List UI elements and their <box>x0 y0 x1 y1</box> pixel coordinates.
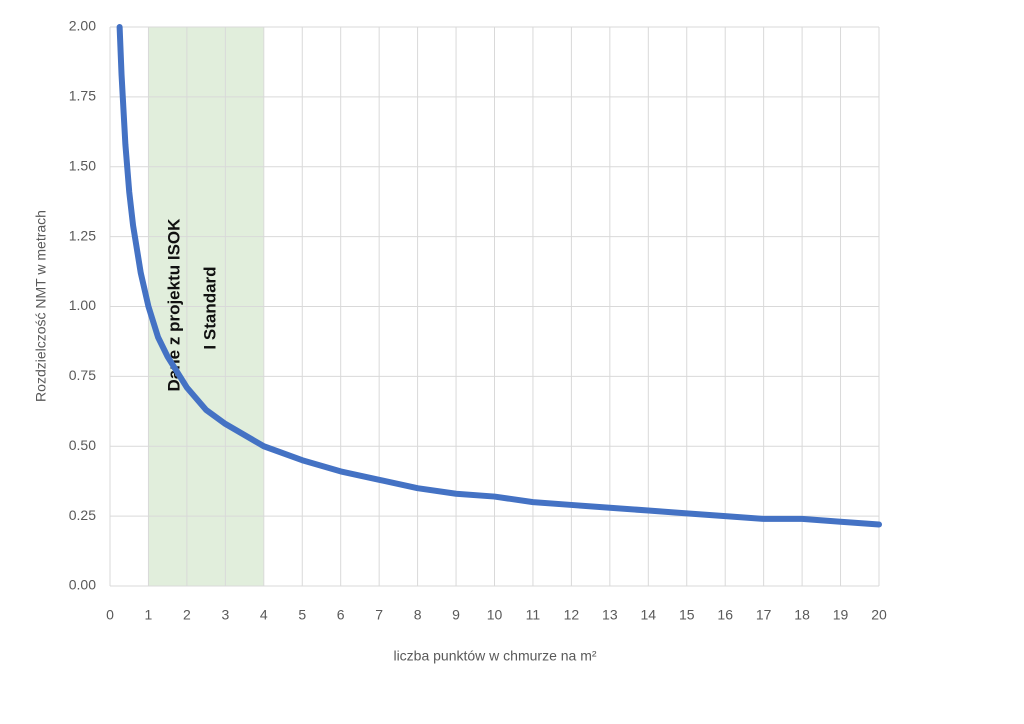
x-tick-label: 14 <box>641 607 657 623</box>
x-tick-label: 20 <box>871 607 887 623</box>
line <box>116 24 882 528</box>
x-tick-label: 6 <box>337 607 345 623</box>
annotation: Dane z projektu ISOK <box>164 218 183 392</box>
y-tick-label: 1.00 <box>69 297 96 313</box>
annotation: I Standard <box>200 266 219 349</box>
x-tick-label: 12 <box>564 607 580 623</box>
x-tick-label: 19 <box>833 607 849 623</box>
x-tick-label: 3 <box>221 607 229 623</box>
x-tick-label: 17 <box>756 607 772 623</box>
x-tick-label: 13 <box>602 607 618 623</box>
x-tick-label: 9 <box>452 607 460 623</box>
y-tick-label: 0.00 <box>69 577 96 593</box>
x-tick-label: 16 <box>717 607 733 623</box>
x-tick-label: 4 <box>260 607 268 623</box>
y-axis-label: Rozdzielczość NMT w metrach <box>33 210 49 402</box>
x-tick-label: 5 <box>298 607 306 623</box>
x-tick-label: 18 <box>794 607 810 623</box>
y-tick-label: 1.75 <box>69 88 96 104</box>
x-tick-label: 15 <box>679 607 695 623</box>
y-tick-label: 1.50 <box>69 157 96 173</box>
x-axis-label: liczba punktów w chmurze na m² <box>393 648 596 664</box>
x-tick-label: 7 <box>375 607 383 623</box>
x-tick-label: 1 <box>145 607 153 623</box>
y-tick-label: 0.50 <box>69 437 96 453</box>
x-tick-label: 8 <box>414 607 422 623</box>
x-tick-label: 2 <box>183 607 191 623</box>
y-tick-label: 0.25 <box>69 507 96 523</box>
x-tick-label: 10 <box>487 607 503 623</box>
y-tick-label: 0.75 <box>69 367 96 383</box>
y-tick-label: 2.00 <box>69 18 96 34</box>
y-tick-label: 1.25 <box>69 227 96 243</box>
x-tick-label: 11 <box>526 607 541 623</box>
x-tick-label: 0 <box>106 607 114 623</box>
